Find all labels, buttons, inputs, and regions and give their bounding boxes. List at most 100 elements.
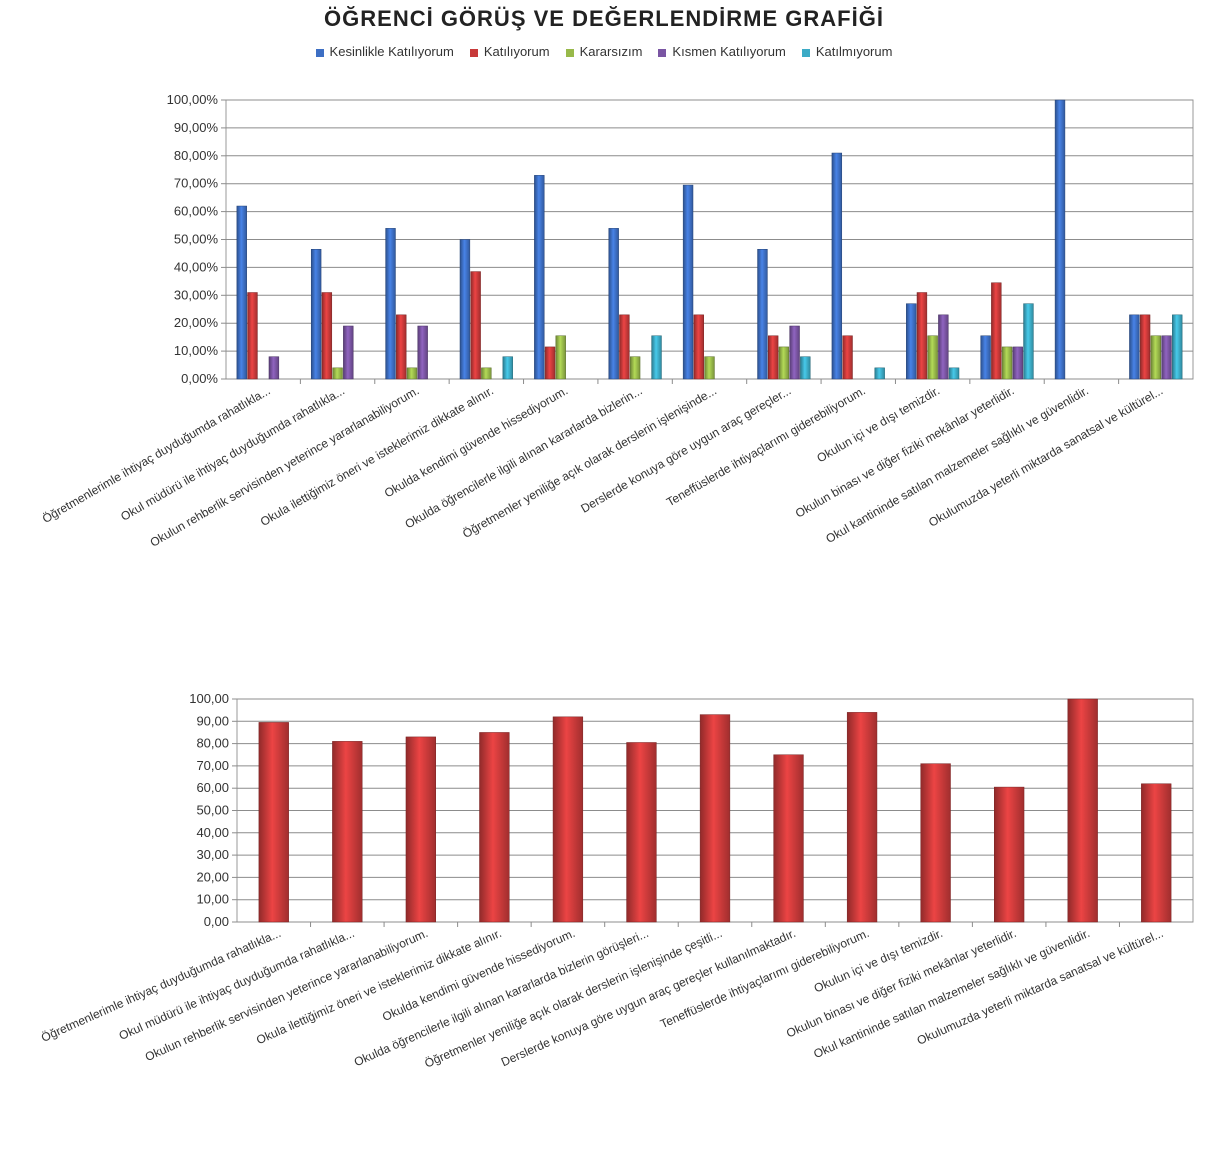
bar: [994, 786, 1025, 923]
legend-label: Kesinlikle Katılıyorum: [329, 44, 454, 59]
bar: [555, 335, 566, 380]
bar: [789, 325, 800, 380]
bar: [321, 292, 333, 380]
bar: [608, 228, 619, 380]
legend-swatch: [565, 48, 574, 57]
y-tick-label: 70,00: [196, 758, 229, 773]
bar: [332, 741, 363, 923]
legend-item: Katılıyorum: [469, 44, 550, 59]
legend-swatch: [658, 48, 667, 57]
y-tick-label: 40,00: [196, 825, 229, 840]
legend-item: Kesinlikle Katılıyorum: [315, 44, 454, 59]
bar: [1001, 346, 1013, 380]
bar: [1129, 314, 1140, 380]
bar: [916, 292, 928, 380]
bar: [385, 228, 396, 380]
bar: [481, 367, 492, 380]
y-tick-label: 80,00: [196, 736, 229, 751]
grouped-bar-chart: 0,00% 10,00% 20,00% 30,00% 40,00% 50,00% 60,00…: [40, 92, 1194, 550]
bar: [629, 356, 641, 380]
bar: [767, 335, 779, 380]
y-tick-label: 0,00: [204, 914, 229, 929]
bar: [417, 325, 428, 380]
y-tick-label: 50,00: [196, 803, 229, 818]
bar: [800, 356, 811, 380]
bar: [1150, 335, 1161, 380]
bar: [980, 335, 991, 380]
chart-title: ÖĞRENCİ GÖRÜŞ VE DEĞERLENDİRME GRAFİĞİ: [324, 6, 884, 31]
legend-item: Kısmen Katılıyorum: [658, 44, 786, 59]
bar: [343, 325, 354, 380]
bar: [704, 356, 715, 380]
bar: [332, 367, 343, 380]
bar: [778, 346, 790, 380]
bar: [693, 314, 704, 380]
y-tick-label: 50,00%: [174, 232, 219, 247]
bar: [406, 367, 418, 380]
legend-item: Katılmıyorum: [801, 44, 893, 59]
bar: [651, 335, 662, 380]
bar: [1161, 335, 1172, 380]
y-tick-label: 100,00: [189, 691, 229, 706]
bar: [938, 314, 949, 380]
bar: [1054, 99, 1066, 380]
bar: [846, 712, 878, 923]
bar: [1141, 783, 1172, 923]
bar: [874, 367, 885, 380]
bar: [1067, 698, 1098, 923]
bar: [682, 184, 694, 380]
y-tick-label: 80,00%: [174, 148, 219, 163]
bar: [699, 714, 731, 923]
bar: [459, 239, 471, 380]
legend: Kesinlikle Katılıyorum Katılıyorum Kararsı…: [0, 44, 1208, 59]
y-tick-label: 0,00%: [181, 371, 218, 386]
legend-swatch: [315, 48, 324, 57]
y-tick-label: 30,00: [196, 847, 229, 862]
bar: [502, 356, 513, 380]
legend-label: Katılmıyorum: [815, 44, 893, 59]
y-tick-label: 20,00%: [174, 315, 219, 330]
bar: [626, 742, 657, 923]
y-tick-label: 90,00%: [174, 120, 219, 135]
y-tick-label: 10,00: [196, 892, 229, 907]
bar: [920, 763, 951, 923]
y-tick-label: 60,00: [196, 780, 229, 795]
bar: [310, 249, 322, 380]
bar: [247, 292, 258, 380]
bar: [991, 282, 1002, 380]
legend-swatch: [801, 48, 810, 57]
bar: [757, 249, 768, 380]
legend-swatch: [469, 48, 478, 57]
bar: [1023, 303, 1034, 380]
bar: [236, 205, 247, 380]
bar: [1012, 346, 1023, 380]
bar: [534, 175, 545, 380]
bar: [773, 754, 804, 923]
y-tick-label: 100,00%: [167, 92, 219, 107]
bar: [470, 271, 481, 380]
bar: [544, 346, 556, 380]
bar: [405, 736, 436, 923]
bar: [1172, 314, 1183, 380]
y-tick-label: 40,00%: [174, 259, 219, 274]
y-tick-label: 60,00%: [174, 204, 219, 219]
bar: [396, 314, 407, 380]
legend-label: Kararsızım: [579, 44, 643, 59]
y-tick-label: 20,00: [196, 869, 229, 884]
bar: [842, 335, 853, 380]
bar: [552, 716, 584, 923]
bar: [948, 367, 960, 380]
bar: [619, 314, 630, 380]
bar: [479, 732, 510, 923]
y-tick-label: 70,00%: [174, 176, 219, 191]
bar: [906, 303, 917, 380]
bar: [831, 152, 843, 380]
y-tick-label: 90,00: [196, 713, 229, 728]
bar: [268, 356, 280, 380]
legend-label: Kısmen Katılıyorum: [672, 44, 786, 59]
y-tick-label: 30,00%: [174, 287, 219, 302]
bar: [927, 335, 938, 380]
bar: [258, 722, 289, 923]
bar: [1139, 314, 1151, 380]
